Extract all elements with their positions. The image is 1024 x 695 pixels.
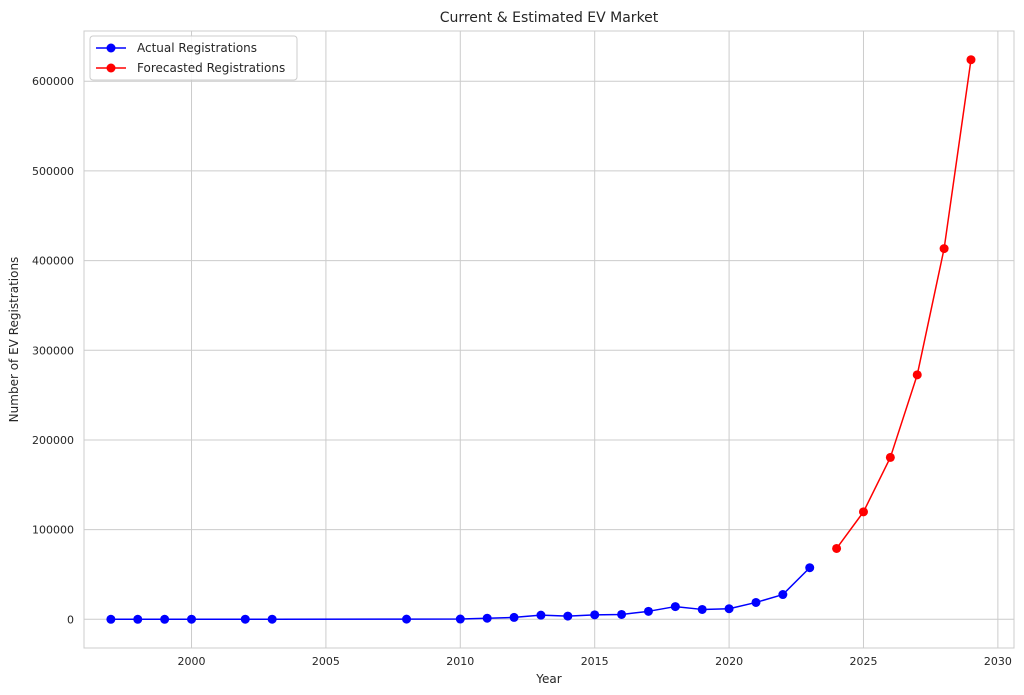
data-point-forecast bbox=[939, 244, 949, 254]
data-point-actual bbox=[536, 610, 546, 620]
data-point-actual bbox=[267, 614, 277, 624]
data-point-actual bbox=[617, 609, 627, 619]
series-line-forecast bbox=[835, 59, 972, 549]
x-tick-label: 2020 bbox=[715, 655, 743, 668]
data-point-actual bbox=[106, 614, 116, 624]
data-point-actual bbox=[805, 563, 815, 573]
data-point-actual bbox=[133, 614, 143, 624]
data-point-actual bbox=[482, 613, 492, 623]
data-point-actual bbox=[697, 604, 707, 614]
y-tick-label: 0 bbox=[67, 613, 74, 626]
x-tick-label: 2030 bbox=[984, 655, 1012, 668]
grid-lines bbox=[84, 31, 1014, 648]
data-point-actual bbox=[509, 612, 519, 622]
data-point-actual bbox=[402, 614, 412, 624]
chart-title: Current & Estimated EV Market bbox=[440, 10, 659, 26]
plot-area bbox=[83, 30, 1015, 649]
y-tick-label: 200000 bbox=[32, 434, 74, 447]
y-tick-label: 500000 bbox=[32, 165, 74, 178]
data-point-forecast bbox=[885, 452, 895, 462]
data-point-actual bbox=[670, 602, 680, 612]
x-tick-label: 2025 bbox=[849, 655, 877, 668]
x-tick-label: 2005 bbox=[312, 655, 340, 668]
y-axis-label: Number of EV Registrations bbox=[7, 257, 21, 423]
x-tick-label: 2015 bbox=[581, 655, 609, 668]
x-tick-labels: 2000 2005 2010 2015 2020 2025 2030 bbox=[178, 655, 1012, 668]
data-point-forecast bbox=[858, 507, 868, 517]
y-tick-labels: 0 100000 200000 300000 400000 500000 600000 bbox=[32, 75, 74, 626]
legend-label-forecast: Forecasted Registrations bbox=[137, 61, 285, 75]
y-tick-label: 600000 bbox=[32, 75, 74, 88]
y-tick-label: 300000 bbox=[32, 344, 74, 357]
legend-marker-forecast bbox=[106, 63, 116, 73]
data-point-actual bbox=[643, 606, 653, 616]
data-point-actual bbox=[240, 614, 250, 624]
data-point-actual bbox=[160, 614, 170, 624]
legend-box bbox=[89, 35, 298, 81]
y-tick-label: 400000 bbox=[32, 255, 74, 268]
data-point-actual bbox=[778, 590, 788, 600]
y-tick-label: 100000 bbox=[32, 524, 74, 537]
legend-label-actual: Actual Registrations bbox=[137, 41, 257, 55]
series-lines bbox=[106, 55, 976, 624]
legend: Actual Registrations Forecasted Registra… bbox=[89, 35, 298, 81]
data-point-actual bbox=[751, 597, 761, 607]
x-axis-label: Year bbox=[535, 672, 561, 686]
data-point-actual bbox=[724, 604, 734, 614]
data-point-actual bbox=[455, 614, 465, 624]
data-point-actual bbox=[590, 610, 600, 620]
data-point-actual bbox=[187, 614, 197, 624]
legend-marker-actual bbox=[106, 43, 116, 53]
x-tick-label: 2000 bbox=[178, 655, 206, 668]
data-point-forecast bbox=[966, 55, 976, 65]
data-point-actual bbox=[563, 611, 573, 621]
data-point-forecast bbox=[912, 370, 922, 380]
data-point-forecast bbox=[832, 543, 842, 553]
x-tick-label: 2010 bbox=[446, 655, 474, 668]
